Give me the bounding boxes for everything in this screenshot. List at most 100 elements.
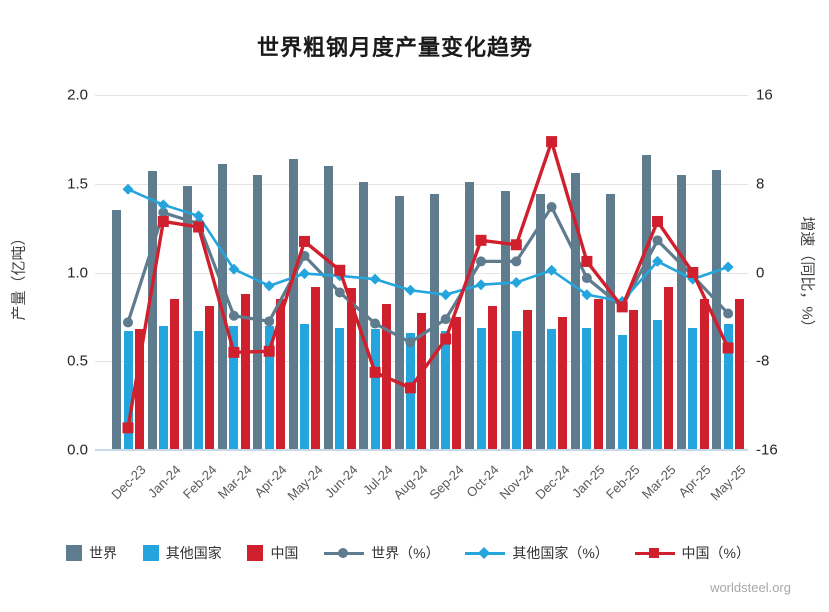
square-marker-Mar-25 — [652, 215, 663, 227]
circle-marker-Dec-24 — [546, 202, 557, 213]
bar-china-Dec-23 — [134, 329, 144, 450]
square-marker-Oct-24 — [475, 234, 487, 246]
diamond-marker-Aug-24 — [404, 284, 416, 296]
legend-item-others-bar: 其他国家 — [142, 543, 222, 563]
left-axis-tick-2.0: 2.0 — [67, 86, 88, 104]
circle-marker-Jan-24 — [158, 207, 169, 218]
bar-china-Jan-24 — [170, 299, 180, 450]
square-marker-Jan-24 — [157, 215, 169, 227]
legend-item-world-bar: 世界 — [66, 543, 117, 563]
bar-others-Feb-24 — [194, 331, 204, 450]
right-axis-tick--16: -16 — [756, 441, 778, 459]
circle-marker-Jul-24 — [370, 318, 381, 329]
square-marker-icon — [648, 548, 659, 558]
world-bar-swatch — [66, 545, 82, 561]
bar-china-Mar-25 — [664, 286, 674, 450]
diamond-marker-Feb-24 — [193, 210, 205, 222]
diamond-marker-Apr-25 — [687, 273, 699, 285]
bar-others-Aug-24 — [405, 332, 415, 450]
diamond-marker-Oct-24 — [475, 279, 487, 291]
diamond-marker-May-25 — [722, 261, 734, 273]
diamond-marker-Sep-24 — [440, 289, 452, 301]
bar-china-May-25 — [734, 299, 744, 450]
source-link[interactable]: worldsteel.org — [710, 580, 791, 595]
bar-world-Jan-25 — [571, 173, 581, 450]
gridline-2.0 — [95, 95, 748, 96]
bar-others-May-24 — [300, 323, 309, 450]
bar-china-Jul-24 — [381, 304, 391, 450]
others-bar-swatch — [142, 545, 159, 561]
bar-world-Feb-24 — [182, 185, 192, 450]
bar-china-Sep-24 — [452, 316, 462, 450]
right-axis-tick-0: 0 — [756, 264, 765, 281]
bar-world-Dec-23 — [112, 210, 122, 450]
bar-others-May-25 — [723, 323, 733, 450]
bar-china-Jan-25 — [593, 299, 603, 450]
circle-marker-Jan-25 — [581, 273, 592, 284]
bar-others-Sep-24 — [441, 331, 451, 450]
bar-others-Mar-24 — [229, 325, 239, 450]
bar-world-Feb-25 — [606, 194, 616, 450]
diamond-marker-Dec-23 — [122, 183, 134, 195]
diamond-marker-Apr-24 — [263, 280, 275, 292]
bar-world-Aug-24 — [394, 196, 404, 450]
legend-label: 其他国家 — [165, 545, 222, 561]
bar-world-Sep-24 — [429, 194, 439, 450]
circle-marker-Mar-24 — [228, 310, 239, 321]
circle-marker-Oct-24 — [476, 256, 486, 267]
diamond-marker-Feb-25 — [616, 295, 628, 307]
circle-marker-Sep-24 — [440, 314, 451, 325]
bar-world-Mar-24 — [218, 164, 228, 450]
bar-others-Dec-23 — [123, 331, 133, 450]
diamond-marker-Jan-25 — [581, 289, 593, 301]
bar-world-Apr-25 — [677, 174, 687, 450]
chart-title: 世界粗钢月度产量变化趋势 — [256, 35, 533, 60]
bar-others-Apr-25 — [688, 327, 698, 450]
diamond-marker-Jul-24 — [369, 273, 381, 285]
legend-label: 中国 — [270, 545, 299, 561]
circle-marker-Nov-24 — [511, 256, 522, 267]
left-axis-title: 产量（亿吨） — [10, 230, 28, 321]
bar-world-Apr-24 — [253, 174, 263, 450]
world-line-sample — [324, 545, 365, 561]
x-axis-line — [95, 449, 748, 451]
square-marker-Feb-25 — [616, 301, 628, 313]
square-marker-Dec-24 — [546, 136, 558, 148]
diamond-marker-Mar-25 — [652, 255, 663, 267]
diamond-marker-icon — [478, 546, 491, 560]
left-axis-tick-1.0: 1.0 — [67, 264, 88, 281]
legend-item-world-line: 世界（%） — [324, 543, 440, 563]
bar-world-Oct-24 — [465, 181, 475, 450]
square-marker-Nov-24 — [510, 239, 522, 251]
circle-marker-Jun-24 — [334, 287, 345, 298]
plot-area: Dec-23 Jan-24 Feb-24 Mar-24 Apr-24 May-24 Jun-… — [95, 95, 749, 503]
bar-world-May-24 — [288, 158, 298, 450]
circle-marker-May-24 — [299, 250, 310, 261]
bar-china-Oct-24 — [487, 306, 497, 450]
square-marker-Jun-24 — [334, 264, 346, 276]
bar-china-Mar-24 — [240, 293, 250, 450]
diamond-marker-May-24 — [299, 268, 310, 280]
bar-china-Feb-25 — [628, 309, 638, 450]
legend-label: 中国（%） — [681, 545, 750, 561]
bar-others-Jun-24 — [335, 327, 345, 450]
right-axis-tick-8: 8 — [756, 175, 765, 193]
bar-world-Nov-24 — [500, 190, 510, 450]
left-axis-tick-0.5: 0.5 — [67, 352, 88, 370]
bar-china-Feb-24 — [205, 306, 215, 450]
bar-china-Aug-24 — [417, 313, 427, 450]
legend-item-others-line: 其他国家（%） — [465, 543, 609, 563]
bar-others-Dec-24 — [547, 329, 557, 450]
bar-others-Apr-24 — [264, 325, 274, 450]
legend-label: 世界 — [89, 545, 117, 561]
others-line-sample — [465, 545, 506, 561]
circle-marker-Feb-24 — [193, 218, 204, 229]
china-line-sample — [634, 545, 675, 561]
bar-china-Apr-24 — [275, 299, 285, 450]
diamond-marker-Nov-24 — [510, 276, 522, 288]
bar-others-Jul-24 — [370, 329, 380, 450]
bar-others-Mar-25 — [653, 320, 662, 450]
square-marker-Jan-25 — [581, 255, 593, 267]
bar-china-Dec-24 — [558, 316, 568, 450]
